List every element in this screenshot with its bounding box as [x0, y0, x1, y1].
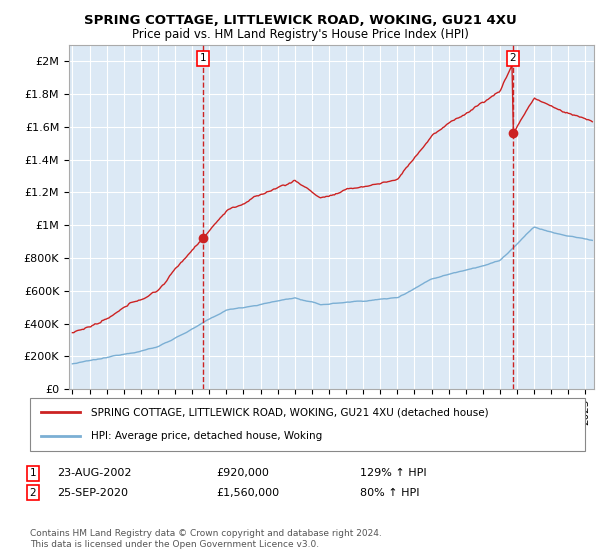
- Text: 2: 2: [509, 53, 516, 63]
- Text: 1: 1: [200, 53, 206, 63]
- FancyBboxPatch shape: [30, 398, 585, 451]
- Text: 2: 2: [29, 488, 37, 498]
- Text: SPRING COTTAGE, LITTLEWICK ROAD, WOKING, GU21 4XU (detached house): SPRING COTTAGE, LITTLEWICK ROAD, WOKING,…: [91, 408, 488, 418]
- Text: Price paid vs. HM Land Registry's House Price Index (HPI): Price paid vs. HM Land Registry's House …: [131, 28, 469, 41]
- Text: 25-SEP-2020: 25-SEP-2020: [57, 488, 128, 498]
- Text: SPRING COTTAGE, LITTLEWICK ROAD, WOKING, GU21 4XU: SPRING COTTAGE, LITTLEWICK ROAD, WOKING,…: [83, 14, 517, 27]
- Text: HPI: Average price, detached house, Woking: HPI: Average price, detached house, Woki…: [91, 431, 322, 441]
- Text: 23-AUG-2002: 23-AUG-2002: [57, 468, 131, 478]
- Text: £1,560,000: £1,560,000: [216, 488, 279, 498]
- Text: £920,000: £920,000: [216, 468, 269, 478]
- Text: Contains HM Land Registry data © Crown copyright and database right 2024.
This d: Contains HM Land Registry data © Crown c…: [30, 529, 382, 549]
- Text: 1: 1: [29, 468, 37, 478]
- Text: 129% ↑ HPI: 129% ↑ HPI: [360, 468, 427, 478]
- Text: 80% ↑ HPI: 80% ↑ HPI: [360, 488, 419, 498]
